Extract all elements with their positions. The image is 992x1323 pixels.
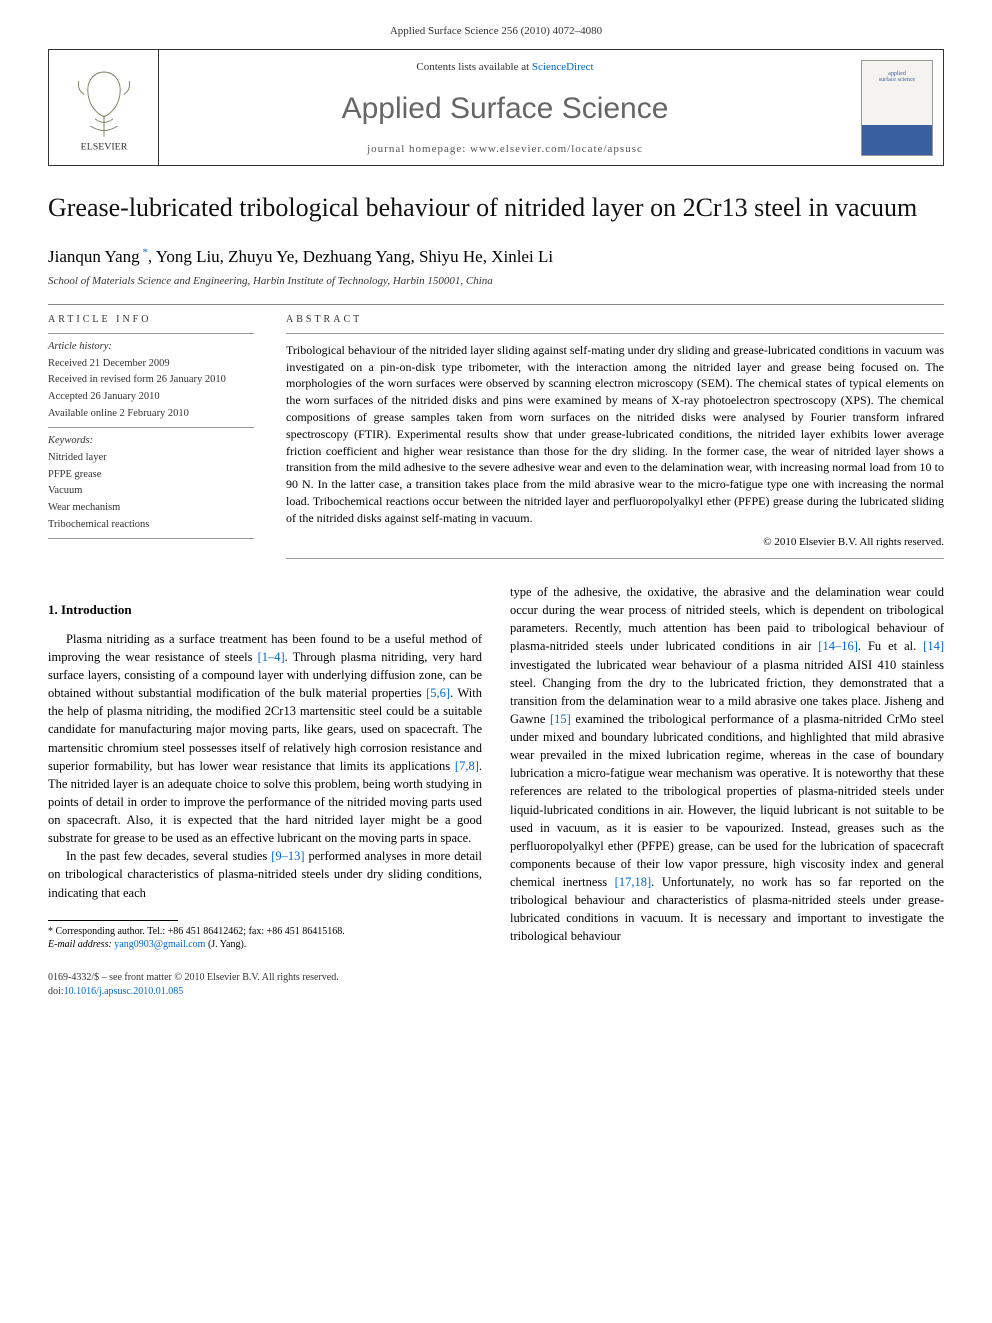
footer-block: 0169-4332/$ – see front matter © 2010 El… [48,971,482,1000]
abstract-text: Tribological behaviour of the nitrided l… [286,342,944,527]
body-paragraph: In the past few decades, several studies… [48,847,482,901]
citation-link[interactable]: [7,8] [455,759,479,773]
journal-masthead: ELSEVIER Contents lists available at Sci… [48,49,944,166]
email-suffix: (J. Yang). [205,939,246,950]
citation-link[interactable]: [14] [923,639,944,653]
history-online: Available online 2 February 2010 [48,407,254,422]
history-title: Article history: [48,340,254,355]
history-revised: Received in revised form 26 January 2010 [48,373,254,388]
body-paragraph: Plasma nitriding as a surface treatment … [48,630,482,848]
body-text: . Fu et al. [858,639,923,653]
column-left: 1. Introduction Plasma nitriding as a su… [48,583,482,1000]
journal-title: Applied Surface Science [167,88,843,130]
column-right: type of the adhesive, the oxidative, the… [510,583,944,1000]
rule-top [48,304,944,305]
keyword: PFPE grease [48,468,254,483]
citation-link[interactable]: [1–4] [258,650,285,664]
keyword: Tribochemical reactions [48,518,254,533]
authors-line: Jianqun Yang *, Yong Liu, Zhuyu Ye, Dezh… [48,245,944,269]
journal-cover-thumb: applied surface science [861,60,933,156]
doi-label: doi: [48,986,64,997]
keyword: Wear mechanism [48,501,254,516]
keyword: Nitrided layer [48,451,254,466]
keywords-title: Keywords: [48,434,254,449]
authors-text: Jianqun Yang *, Yong Liu, Zhuyu Ye, Dezh… [48,247,553,266]
article-title: Grease-lubricated tribological behaviour… [48,192,944,225]
body-paragraph: type of the adhesive, the oxidative, the… [510,583,944,946]
body-text: In the past few decades, several studies [66,849,271,863]
journal-homepage: journal homepage: www.elsevier.com/locat… [167,142,843,157]
citation-link[interactable]: [17,18] [615,875,651,889]
body-columns: 1. Introduction Plasma nitriding as a su… [48,583,944,1000]
issn-line: 0169-4332/$ – see front matter © 2010 El… [48,971,482,986]
abstract-block: ABSTRACT Tribological behaviour of the n… [286,313,944,559]
article-meta-row: ARTICLE INFO Article history: Received 2… [48,313,944,559]
keyword: Vacuum [48,484,254,499]
article-info-heading: ARTICLE INFO [48,313,254,327]
cover-bar [862,125,932,155]
publisher-logo-cell: ELSEVIER [49,50,159,165]
corr-author-line: * Corresponding author. Tel.: +86 451 86… [48,925,482,938]
contents-line: Contents lists available at ScienceDirec… [167,60,843,75]
abstract-copyright: © 2010 Elsevier B.V. All rights reserved… [286,535,944,550]
email-label: E-mail address: [48,939,114,950]
citation-link[interactable]: [5,6] [426,686,450,700]
corr-email-link[interactable]: yang0903@gmail.com [114,939,205,950]
citation-link[interactable]: [14–16] [818,639,858,653]
masthead-center: Contents lists available at ScienceDirec… [159,50,851,165]
cover-text: applied surface science [879,71,915,84]
corr-marker: * [140,246,148,258]
article-info-block: ARTICLE INFO Article history: Received 2… [48,313,254,559]
contents-prefix: Contents lists available at [416,61,531,73]
body-text: examined the tribological performance of… [510,712,944,889]
running-header: Applied Surface Science 256 (2010) 4072–… [48,24,944,39]
affiliation: School of Materials Science and Engineer… [48,274,944,289]
doi-link[interactable]: 10.1016/j.apsusc.2010.01.085 [64,986,184,997]
history-accepted: Accepted 26 January 2010 [48,390,254,405]
cover-thumb-cell: applied surface science [851,50,943,165]
citation-link[interactable]: [15] [550,712,571,726]
history-received: Received 21 December 2009 [48,357,254,372]
abstract-heading: ABSTRACT [286,313,944,327]
publisher-name: ELSEVIER [80,141,127,152]
corresponding-footnote: * Corresponding author. Tel.: +86 451 86… [48,925,482,951]
sciencedirect-link[interactable]: ScienceDirect [532,61,594,73]
footnote-separator [48,920,178,921]
citation-link[interactable]: [9–13] [271,849,304,863]
elsevier-logo: ELSEVIER [64,63,144,153]
section-title: 1. Introduction [48,601,482,620]
